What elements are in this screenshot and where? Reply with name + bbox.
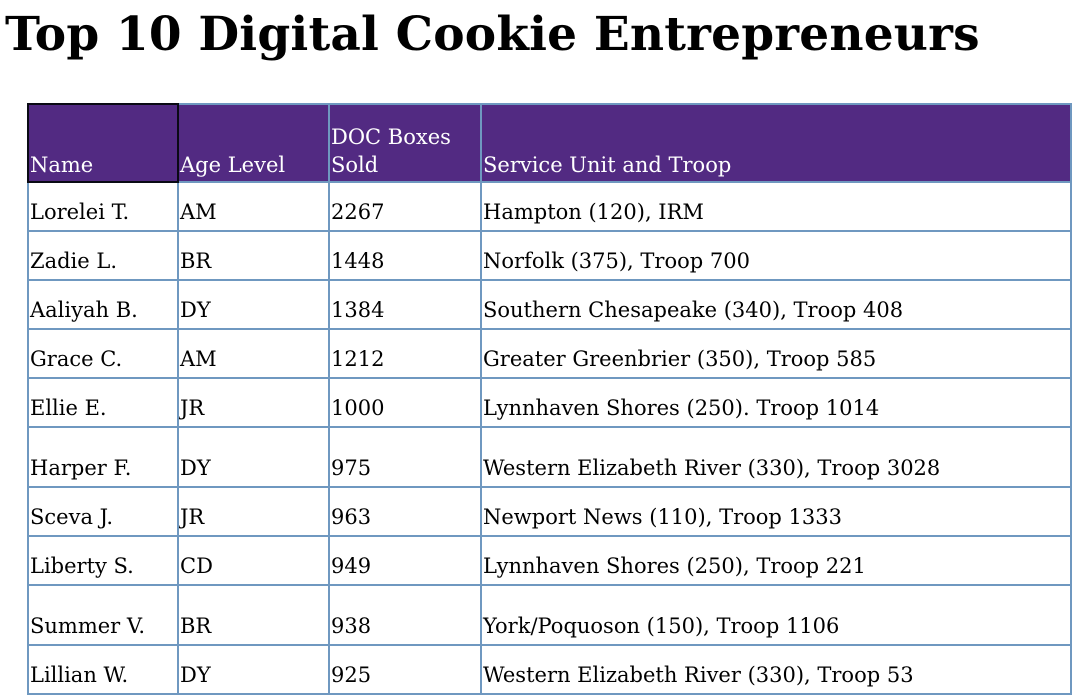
table-row: Summer V. BR 938 York/Poquoson (150), Tr…	[27, 584, 1072, 646]
cell-age-level[interactable]: DY	[177, 426, 330, 488]
table-row: Zadie L. BR 1448 Norfolk (375), Troop 70…	[27, 230, 1072, 281]
cell-name[interactable]: Ellie E.	[27, 377, 179, 428]
table-row: Ellie E. JR 1000 Lynnhaven Shores (250).…	[27, 377, 1072, 428]
header-name[interactable]: Name	[27, 103, 179, 183]
cell-boxes[interactable]: 975	[328, 426, 482, 488]
cell-boxes[interactable]: 1448	[328, 230, 482, 281]
table-row: Liberty S. CD 949 Lynnhaven Shores (250)…	[27, 535, 1072, 586]
header-service-unit[interactable]: Service Unit and Troop	[480, 103, 1072, 183]
header-doc-boxes-line2: Sold	[331, 153, 379, 177]
cell-boxes[interactable]: 1384	[328, 279, 482, 330]
cell-boxes[interactable]: 1212	[328, 328, 482, 379]
page-title: Top 10 Digital Cookie Entrepreneurs	[5, 7, 980, 62]
cell-name[interactable]: Zadie L.	[27, 230, 179, 281]
leaderboard-table: Name Age Level DOC Boxes Sold Service Uni…	[27, 103, 1072, 695]
cell-name[interactable]: Aaliyah B.	[27, 279, 179, 330]
cell-name[interactable]: Lorelei T.	[27, 181, 179, 232]
table-row: Harper F. DY 975 Western Elizabeth River…	[27, 426, 1072, 488]
header-doc-boxes-line1: DOC Boxes	[331, 125, 451, 149]
cell-age-level[interactable]: AM	[177, 181, 330, 232]
cell-unit[interactable]: York/Poquoson (150), Troop 1106	[480, 584, 1072, 646]
cell-unit[interactable]: Lynnhaven Shores (250). Troop 1014	[480, 377, 1072, 428]
cell-unit[interactable]: Southern Chesapeake (340), Troop 408	[480, 279, 1072, 330]
header-row: Name Age Level DOC Boxes Sold Service Uni…	[27, 103, 1072, 183]
cell-name[interactable]: Summer V.	[27, 584, 179, 646]
cell-name[interactable]: Grace C.	[27, 328, 179, 379]
cell-boxes[interactable]: 963	[328, 486, 482, 537]
cell-unit[interactable]: Newport News (110), Troop 1333	[480, 486, 1072, 537]
table-row: Grace C. AM 1212 Greater Greenbrier (350…	[27, 328, 1072, 379]
cell-age-level[interactable]: CD	[177, 535, 330, 586]
cell-unit[interactable]: Lynnhaven Shores (250), Troop 221	[480, 535, 1072, 586]
cell-name[interactable]: Liberty S.	[27, 535, 179, 586]
cell-boxes[interactable]: 938	[328, 584, 482, 646]
cell-age-level[interactable]: BR	[177, 230, 330, 281]
cell-age-level[interactable]: JR	[177, 377, 330, 428]
cell-name[interactable]: Harper F.	[27, 426, 179, 488]
table-row: Aaliyah B. DY 1384 Southern Chesapeake (…	[27, 279, 1072, 330]
cell-age-level[interactable]: BR	[177, 584, 330, 646]
cell-unit[interactable]: Western Elizabeth River (330), Troop 302…	[480, 426, 1072, 488]
cell-boxes[interactable]: 2267	[328, 181, 482, 232]
table-row: Sceva J. JR 963 Newport News (110), Troo…	[27, 486, 1072, 537]
cell-age-level[interactable]: DY	[177, 279, 330, 330]
header-doc-boxes-sold[interactable]: DOC Boxes Sold	[328, 103, 482, 183]
cell-unit[interactable]: Greater Greenbrier (350), Troop 585	[480, 328, 1072, 379]
cell-age-level[interactable]: JR	[177, 486, 330, 537]
cell-age-level[interactable]: AM	[177, 328, 330, 379]
table-row: Lorelei T. AM 2267 Hampton (120), IRM	[27, 181, 1072, 232]
cell-boxes[interactable]: 1000	[328, 377, 482, 428]
header-age-level[interactable]: Age Level	[177, 103, 330, 183]
cell-name[interactable]: Sceva J.	[27, 486, 179, 537]
cell-unit[interactable]: Norfolk (375), Troop 700	[480, 230, 1072, 281]
cell-boxes[interactable]: 949	[328, 535, 482, 586]
cell-unit[interactable]: Hampton (120), IRM	[480, 181, 1072, 232]
